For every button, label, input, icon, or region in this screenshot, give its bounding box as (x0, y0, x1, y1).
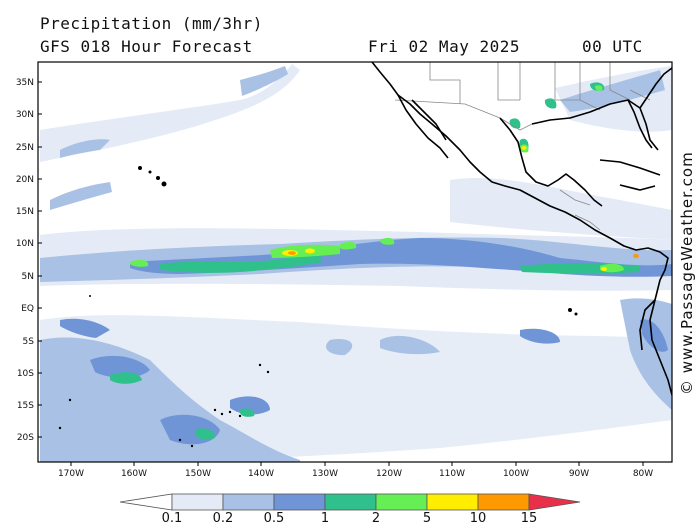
legend-label: 0.2 (213, 511, 234, 525)
island-marquesas (266, 370, 270, 374)
lat-label-15n: 15N (16, 207, 34, 217)
island-tuamotu (178, 438, 182, 442)
precip-heavy (282, 146, 639, 271)
lat-label-20n: 20N (16, 175, 34, 185)
map-title: Precipitation (mm/3hr) (40, 14, 263, 33)
lon-label-120w: 120W (376, 469, 402, 479)
island-polynesia (220, 412, 224, 416)
legend-swatch-below (119, 493, 173, 511)
island-hawaii (138, 166, 142, 170)
lon-label-130w: 130W (312, 469, 338, 479)
forecast-date: Fri 02 May 2025 (368, 37, 520, 56)
legend-label: 10 (470, 511, 487, 525)
map-frame (37, 61, 673, 463)
lat-label-10s: 10S (17, 369, 34, 379)
lon-label-110w: 110W (439, 469, 465, 479)
precip-core-yellow (521, 146, 527, 150)
forecast-label: GFS 018 Hour Forecast (40, 37, 253, 56)
lat-label-20s: 20S (17, 433, 34, 443)
lat-label-10n: 10N (16, 239, 34, 249)
forecast-time: 00 UTC (582, 37, 643, 56)
longitude-axis: 170W 160W 150W 140W 130W 120W 110W 100W … (58, 462, 653, 479)
legend-swatch (273, 493, 326, 511)
legend-label: 1 (321, 511, 329, 525)
legend-swatch (222, 493, 275, 511)
map-area (38, 62, 672, 462)
precip-core-yellow (601, 267, 607, 271)
island-polynesia (238, 414, 242, 418)
lon-label-100w: 100W (503, 469, 529, 479)
coastlines (371, 62, 672, 396)
islands (58, 166, 578, 448)
lat-label-30n: 30N (16, 110, 34, 120)
lon-label-80w: 80W (633, 469, 653, 479)
lat-label-35n: 35N (16, 78, 34, 88)
lat-label-15s: 15S (17, 401, 34, 411)
island-polynesia (228, 410, 232, 414)
lon-label-150w: 150W (185, 469, 211, 479)
lon-label-90w: 90W (569, 469, 589, 479)
lat-label-25n: 25N (16, 143, 34, 153)
lat-label-5s: 5S (23, 337, 35, 347)
precip-core-orange (288, 251, 296, 255)
island-hawaii (148, 170, 152, 174)
legend-label: 5 (423, 511, 431, 525)
precip-core-orange (633, 254, 639, 258)
latitude-axis: 35N 30N 25N 20N 15N 10N 5N EQ 5S 10S 15S… (16, 78, 42, 443)
lon-label-170w: 170W (58, 469, 84, 479)
lat-label-eq: EQ (21, 304, 34, 314)
political-borders (394, 62, 651, 231)
island-line (89, 295, 91, 297)
legend-label: 15 (521, 511, 538, 525)
island-galapagos (568, 308, 572, 312)
island-hawaii (156, 176, 160, 180)
legend-swatch (426, 493, 479, 511)
legend-swatch-above (528, 493, 581, 511)
legend-swatch (477, 493, 530, 511)
precip-core-yellow (305, 248, 315, 254)
island-hawaii (161, 181, 167, 187)
island-cook (68, 398, 72, 402)
lon-label-160w: 160W (121, 469, 147, 479)
legend-swatch (324, 493, 377, 511)
credit-text: © www.PassageWeather.com (678, 151, 696, 395)
island-tuamotu (190, 444, 194, 448)
legend-label: 0.1 (162, 511, 183, 525)
legend-label: 0.5 (264, 511, 285, 525)
legend-swatch (375, 493, 428, 511)
legend: 0.1 0.2 0.5 1 2 5 10 15 (119, 493, 581, 525)
island-cook (58, 426, 62, 430)
legend-label: 2 (372, 511, 380, 525)
lat-label-5n: 5N (22, 272, 34, 282)
island-galapagos (574, 312, 578, 316)
lon-label-140w: 140W (248, 469, 274, 479)
island-polynesia (213, 408, 217, 412)
legend-swatch (171, 493, 224, 511)
island-marquesas (258, 363, 262, 367)
